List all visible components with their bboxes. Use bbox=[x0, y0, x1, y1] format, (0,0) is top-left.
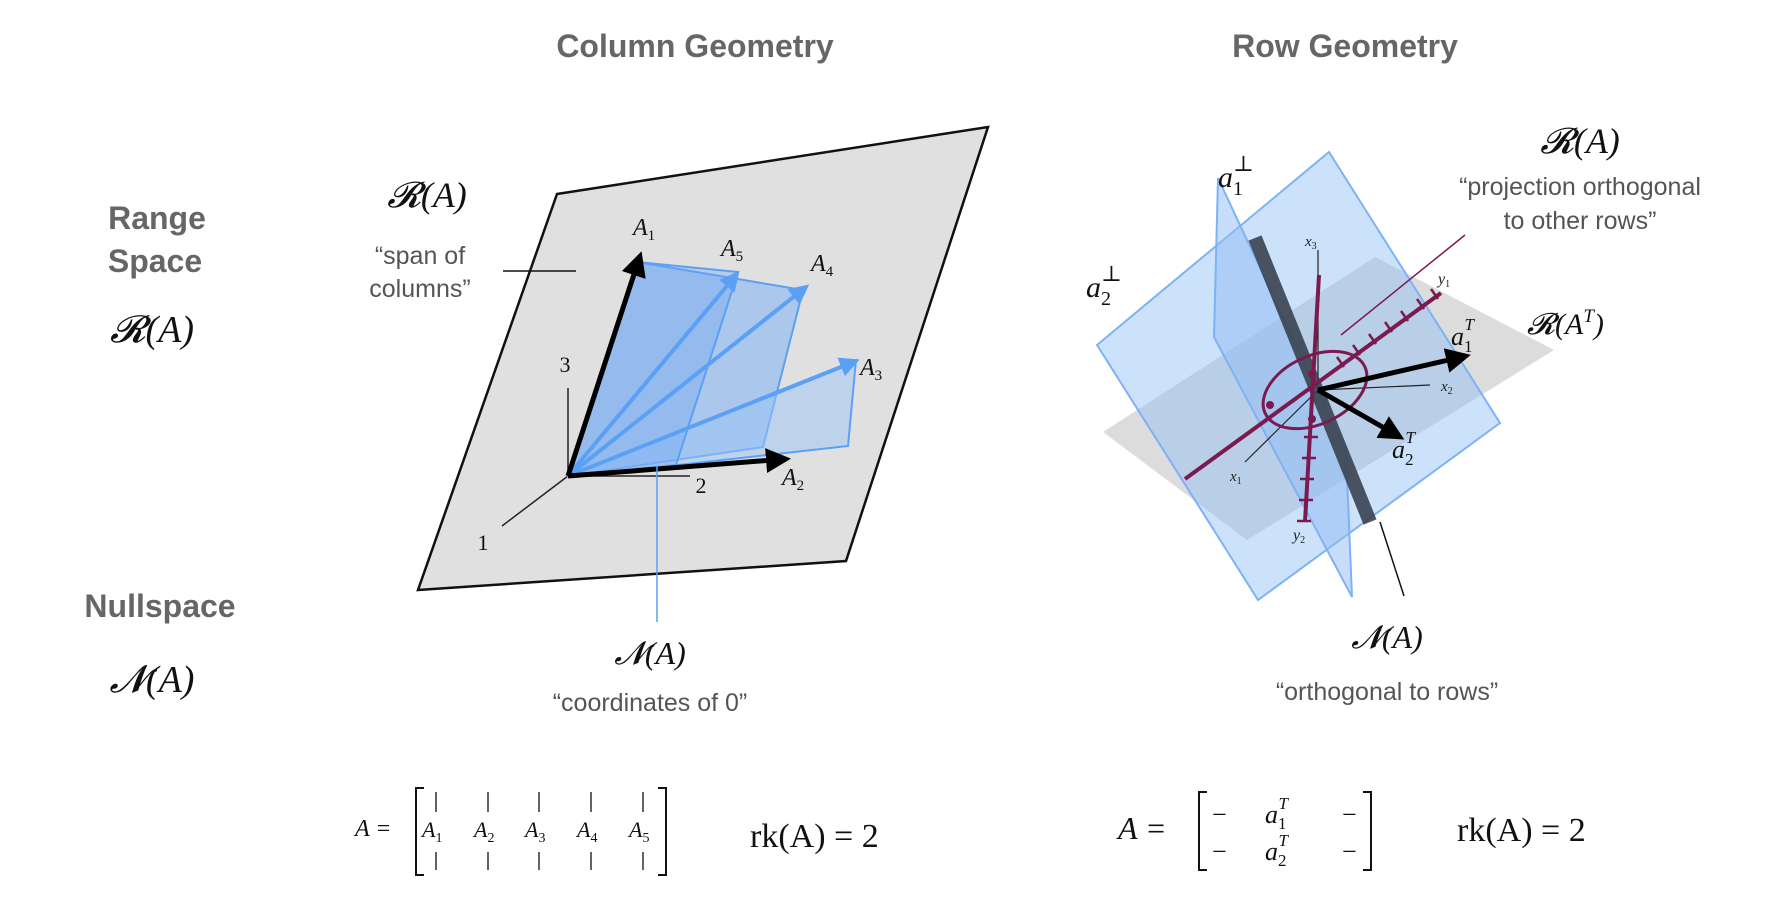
row-space-symbol: 𝓡(AT) bbox=[1527, 306, 1604, 341]
span-caption-line1: “span of bbox=[375, 242, 465, 270]
unit-ellipse bbox=[1261, 349, 1369, 431]
row-right-bracket bbox=[1363, 791, 1372, 871]
vector-A5 bbox=[566, 270, 740, 478]
col-entry-A1: A1 bbox=[420, 817, 442, 846]
x2-label: x2 bbox=[1440, 379, 1453, 397]
row-range-symbol: 𝓡(A) bbox=[1540, 121, 1620, 161]
row2-dash-left: − bbox=[1212, 837, 1227, 866]
x3-label: x3 bbox=[1304, 234, 1317, 252]
vector-A2 bbox=[567, 448, 791, 479]
x2-axis bbox=[1317, 384, 1431, 391]
vector-a1T bbox=[1317, 348, 1471, 393]
label-A3: A3 bbox=[858, 355, 882, 384]
row-left-bracket bbox=[1198, 791, 1207, 871]
nullspace-label: Nullspace bbox=[84, 588, 235, 624]
vector-a2T bbox=[1316, 387, 1405, 440]
ellipse-point-top bbox=[1308, 370, 1316, 378]
axis-1 bbox=[501, 475, 569, 527]
y2-axis bbox=[1303, 274, 1321, 523]
coordinates-caption: “coordinates of 0” bbox=[553, 689, 748, 717]
label-A2: A2 bbox=[780, 465, 804, 494]
projection-pointer-line bbox=[1340, 234, 1466, 336]
row-geometry-panel: x3 x2 x1 y1 y2 a1⊥ a2⊥ a1T a2T 𝓡(A) “pro… bbox=[1086, 121, 1701, 706]
column-range-symbol: 𝓡(A) bbox=[387, 175, 467, 215]
y2-ticks bbox=[1297, 435, 1318, 523]
col-entry-A4: A4 bbox=[575, 817, 597, 846]
column-geometry-header: Column Geometry bbox=[556, 28, 834, 64]
label-A1: A1 bbox=[631, 215, 655, 244]
axis-1-label: 1 bbox=[478, 530, 489, 555]
axis-3-label: 3 bbox=[560, 352, 571, 377]
row1-dash-left: − bbox=[1212, 800, 1227, 829]
row1-dash-right: − bbox=[1342, 800, 1357, 829]
column-geometry-panel: 3 2 1 A1 A5 A4 A3 A2 𝓡(A) “span of colum… bbox=[369, 125, 990, 717]
column-equation: A = A1 A2 A3 A4 A5 rk(A) = 2 bbox=[353, 787, 879, 876]
row-null-symbol: 𝓝(A) bbox=[1351, 619, 1423, 655]
projection-caption-line1: “projection orthogonal bbox=[1459, 173, 1701, 201]
range-space-symbol: 𝓡(A) bbox=[110, 309, 194, 351]
row2-entry: a2T bbox=[1265, 831, 1290, 870]
vector-A1 bbox=[565, 251, 646, 477]
row-eq-lhs: A = bbox=[1116, 810, 1167, 846]
col-right-bracket bbox=[658, 787, 667, 876]
vector-A3 bbox=[567, 357, 860, 478]
column-null-symbol: 𝓝(A) bbox=[614, 635, 686, 671]
row1-entry: a1T bbox=[1265, 794, 1290, 833]
col-entry-A5: A5 bbox=[627, 817, 649, 846]
col-entry-A2: A2 bbox=[472, 817, 494, 846]
nullspace-symbol: 𝓝(A) bbox=[110, 659, 195, 701]
a1T-label: a1T bbox=[1451, 315, 1476, 356]
row-geometry-header: Row Geometry bbox=[1232, 28, 1458, 64]
span-caption-line2: columns” bbox=[369, 275, 470, 303]
label-A5: A5 bbox=[719, 236, 743, 265]
a1-perp-label: a1⊥ bbox=[1218, 151, 1254, 200]
ellipse-point-left bbox=[1266, 401, 1274, 409]
col-eq-lhs: A = bbox=[353, 816, 391, 842]
row-equation: A = − − − − a1T a2T rk(A) = 2 bbox=[1116, 791, 1586, 871]
y2-label: y2 bbox=[1291, 527, 1305, 546]
col-entry-A3: A3 bbox=[523, 817, 545, 846]
a2T-label: a2T bbox=[1392, 428, 1417, 469]
vector-A4 bbox=[566, 284, 810, 478]
axis-2-label: 2 bbox=[696, 473, 707, 498]
range-space-label-line2: Space bbox=[108, 243, 202, 279]
projection-caption-line2: to other rows” bbox=[1504, 207, 1657, 235]
y1-ticks bbox=[1335, 288, 1440, 368]
range-space-label-line1: Range bbox=[108, 200, 206, 236]
col-bars bbox=[435, 792, 644, 870]
label-A4: A4 bbox=[809, 251, 834, 280]
col-left-bracket bbox=[415, 787, 424, 876]
ellipse-point-bottom bbox=[1308, 415, 1316, 423]
orthogonal-caption: “orthogonal to rows” bbox=[1276, 678, 1498, 706]
row2-dash-right: − bbox=[1342, 837, 1357, 866]
x1-label: x1 bbox=[1229, 469, 1242, 487]
a2-perp-label: a2⊥ bbox=[1086, 261, 1122, 310]
col-rank: rk(A) = 2 bbox=[750, 818, 879, 855]
row-rank: rk(A) = 2 bbox=[1457, 812, 1586, 849]
row-null-pointer bbox=[1379, 521, 1405, 597]
y1-label: y1 bbox=[1436, 271, 1450, 290]
